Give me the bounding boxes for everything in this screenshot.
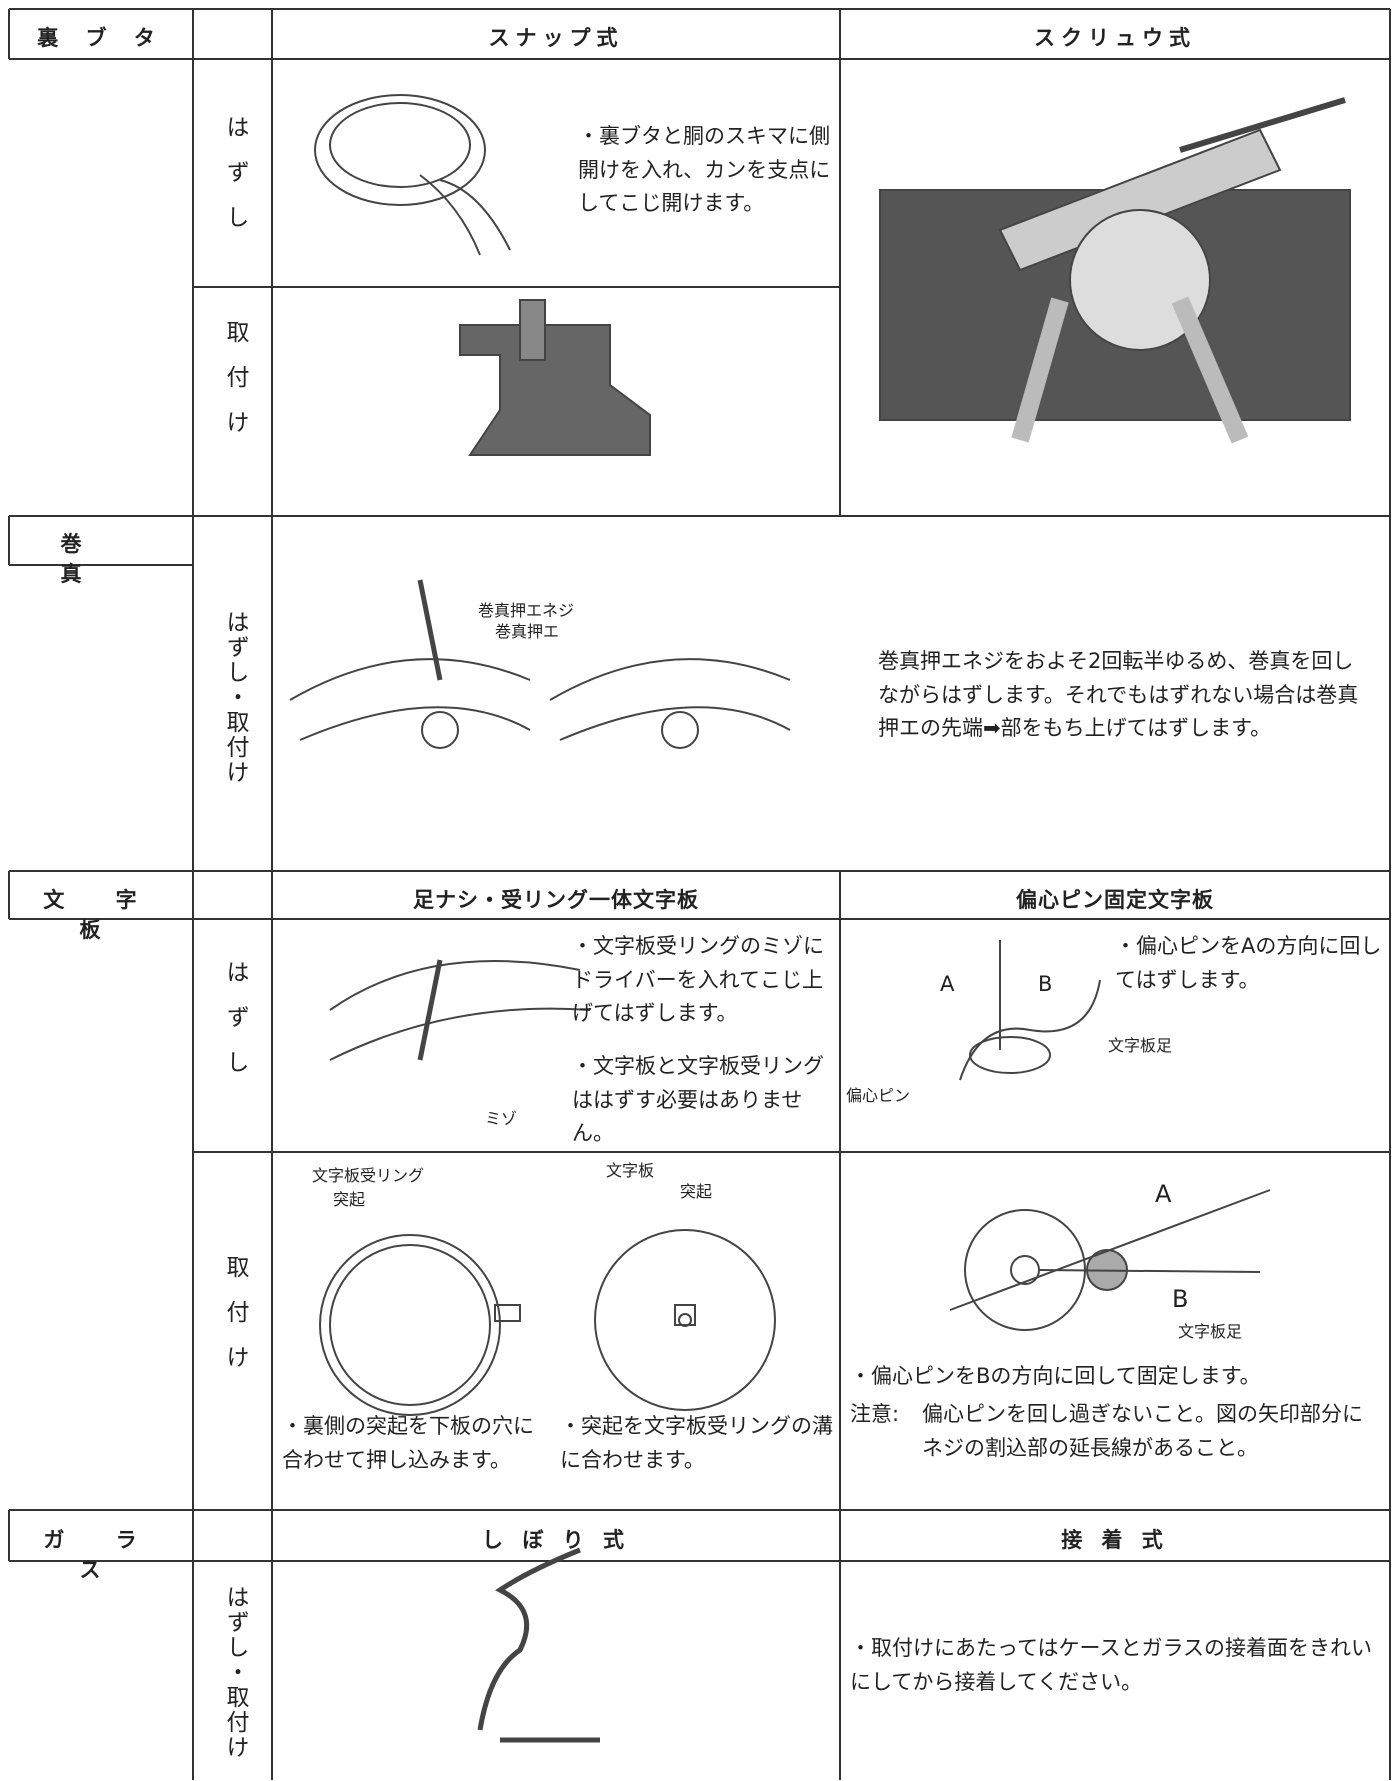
callout: A	[1155, 1180, 1172, 1208]
note: ・偏心ピンをAの方向に回してはずします。	[1115, 934, 1382, 992]
note: ・取付けにあたってはケースとガラスの接着面をきれいにしてから接着してください。	[850, 1636, 1373, 1694]
note: ・突起を文字板受リングの溝に合わせます。	[560, 1414, 833, 1472]
callout: 文字板足	[1178, 1322, 1243, 1341]
row-label: はずし	[222, 960, 248, 1095]
section-title: ガ ラ ス	[43, 1528, 159, 1582]
note: ・裏側の突起を下板の穴に合わせて押し込みます。	[282, 1414, 534, 1472]
callout: 文字板受リング	[312, 1166, 425, 1185]
section-title: 巻 真	[60, 532, 142, 586]
caution-label: 注意:	[850, 1402, 900, 1426]
callout: 巻真押エ	[495, 622, 560, 641]
column-header: 接 着 式	[1061, 1528, 1169, 1552]
column-header: 足ナシ・受リング一体文字板	[413, 888, 699, 912]
row-label: はずし・取付け	[222, 610, 248, 785]
callout: 文字板足	[1108, 1036, 1173, 1055]
note: 巻真押エネジをおよそ2回転半ゆるめ、巻真を回しながらはずします。それでもはずれな…	[878, 649, 1359, 741]
note: ・文字板と文字板受リングははずす必要はありません。	[572, 1054, 824, 1146]
row-label: はずし	[222, 115, 248, 250]
note: ・裏ブタと胴のスキマに側開けを入れ、カンを支点にしてこじ開けます。	[578, 124, 831, 216]
row-label: 取付け	[222, 1255, 248, 1390]
row-label: はずし・取付け	[222, 1585, 248, 1760]
callout: A	[940, 972, 955, 996]
note: 偏心ピンを回し過ぎないこと。図の矢印部分にネジの割込部の延長線があること。	[922, 1402, 1363, 1460]
callout: ミゾ	[485, 1109, 518, 1128]
note: ・文字板受リングのミゾにドライバーを入れてこじ上げてはずします。	[572, 934, 824, 1026]
row-label: 取付け	[222, 320, 248, 455]
callout: B	[1038, 972, 1053, 996]
callout: 文字板	[606, 1161, 655, 1180]
illustrations	[289, 94, 1351, 1743]
column-header: スナップ式	[488, 26, 624, 50]
callout: 巻真押エネジ	[478, 601, 575, 620]
column-header: し ぼ り 式	[482, 1528, 630, 1552]
section-title: 裏 ブ タ	[37, 26, 165, 50]
callout: 突起	[680, 1182, 713, 1201]
callout: 偏心ピン	[846, 1086, 911, 1105]
note: ・偏心ピンをBの方向に回して固定します。	[850, 1364, 1261, 1388]
callout: 突起	[333, 1190, 366, 1209]
callout: B	[1172, 1285, 1189, 1313]
section-title: 文 字 板	[43, 888, 159, 942]
column-header: 偏心ピン固定文字板	[1016, 888, 1214, 912]
column-header: スクリュウ式	[1034, 26, 1196, 50]
